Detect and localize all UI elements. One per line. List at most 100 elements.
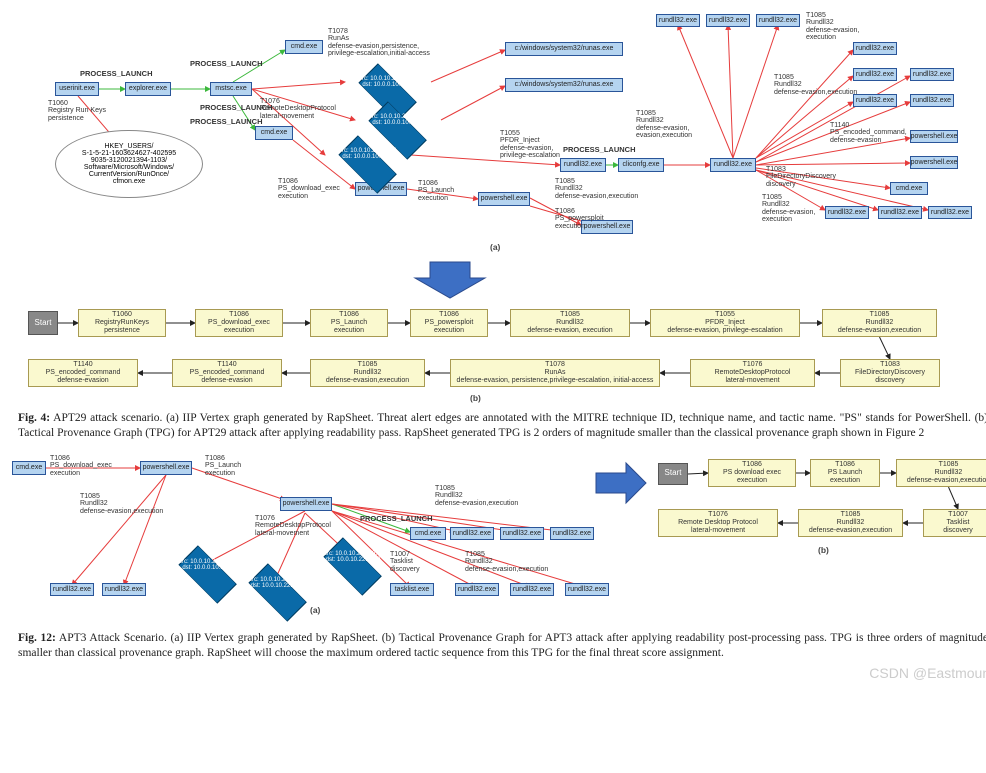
node-runas2: c:/windows/system32/runas.exe: [505, 78, 623, 92]
node-r32t2: rundll32.exe: [706, 14, 750, 27]
edge-label: T1140PS_encoded_command,defense-evasion: [830, 122, 907, 144]
node-ps1: powershell.exe: [140, 461, 192, 475]
edge-label: PROCESS_LAUNCH: [563, 146, 636, 154]
big-arrow-right: [590, 455, 648, 625]
edge-label: T1086PS_Launchexecution: [418, 180, 454, 202]
node-r32a: rundll32.exe: [560, 158, 606, 172]
node-ps2: powershell.exe: [280, 497, 332, 511]
tpg-node: T1078RunAsdefense-evasion, persistence,p…: [450, 359, 660, 387]
node-r8: rundll32.exe: [102, 583, 146, 596]
node-cmd: cmd.exe: [12, 461, 46, 475]
node-ps2: powershell.exe: [478, 192, 530, 206]
node-r2: rundll32.exe: [500, 527, 544, 540]
diamond-d2: src: 10.0.10.21:61026dst: 10.0.10.22:338…: [235, 569, 321, 603]
tpg-node: T1086PS download execexecution: [708, 459, 796, 487]
edge-label: T1078RunAsdefense-evasion,persistence,pr…: [328, 28, 430, 57]
fig4-caption-bold: Fig. 4:: [18, 412, 50, 424]
tpg-node: T1085Rundll32defense-evasion,execution: [822, 309, 937, 337]
edge-label: T1085Rundll32defense-evasion,execution: [762, 194, 815, 223]
node-r32b: rundll32.exe: [710, 158, 756, 172]
node-cmd2: cmd.exe: [255, 126, 293, 140]
edge-label: PROCESS_LAUNCH: [190, 60, 263, 68]
node-r32t1: rundll32.exe: [656, 14, 700, 27]
edge-label: T1086PS_download_execexecution: [50, 455, 112, 477]
node-r32t3: rundll32.exe: [756, 14, 800, 27]
edge-label: T1076RemoteDesktopProtocollateral-moveme…: [255, 515, 331, 537]
big-arrow-down: [10, 260, 976, 300]
node-r32t6: rundll32.exe: [853, 94, 897, 107]
tpg-node: T1076Remote Desktop Protocollateral-move…: [658, 509, 778, 537]
node-r32t11: rundll32.exe: [928, 206, 972, 219]
node-ps5: powershell.exe: [910, 156, 958, 169]
node-r32t10: rundll32.exe: [878, 206, 922, 219]
diamond-d2: src: 10.0.10.21:57296dst: 10.0.0.10:3389: [355, 106, 441, 140]
node-r32t5: rundll32.exe: [853, 68, 897, 81]
fig4b-tpg: Start T1060RegistryRunKeyspersistence T108…: [10, 305, 976, 405]
diamond-d3: src: 10.0.10.21:57291dst: 10.0.0.10:3389: [325, 140, 411, 174]
fig12-caption-text: APT3 Attack Scenario. (a) IIP Vertex gra…: [18, 632, 986, 659]
node-r32t8: rundll32.exe: [910, 94, 954, 107]
node-r5: rundll32.exe: [510, 583, 554, 596]
tpg-node: T1086PS_Launchexecution: [310, 309, 388, 337]
edge-label: T1085Rundll32defense-evasion,execution: [806, 12, 859, 41]
node-ps4: powershell.exe: [910, 130, 958, 143]
edge-label: T1085Rundll32defense-evasion,evasion,exe…: [636, 110, 692, 139]
edge-label: T1086PS_Launchexecution: [205, 455, 241, 477]
sublabel-a: (a): [310, 605, 320, 615]
tpg-node: T1083FileDirectoryDiscoverydiscovery: [840, 359, 940, 387]
fig12a-graph: cmd.exepowershell.exepowershell.execmd.e…: [10, 455, 590, 625]
node-start: Start: [28, 311, 58, 335]
tpg-node: T1085Rundll32defense-evasion, execution: [510, 309, 630, 337]
node-r32t9: rundll32.exe: [825, 206, 869, 219]
watermark: CSDN @Eastmount: [869, 665, 986, 681]
edge-label: T1085Rundll32defense-evasion,execution: [435, 485, 518, 507]
edge-label: T1085Rundll32defense-evasion,execution: [465, 551, 548, 573]
node-runas1: c:/windows/system32/runas.exe: [505, 42, 623, 56]
fig4a-graph: userinit.exe explorer.exe mstsc.exe cmd.exe…: [10, 10, 976, 260]
fig12b-tpg: StartT1086PS download execexecutionT1086…: [648, 455, 986, 565]
tpg-node: T1060RegistryRunKeyspersistence: [78, 309, 166, 337]
edge-label: T1060Registry Run Keyspersistence: [48, 100, 106, 122]
edge-label: PROCESS_LAUNCH: [360, 515, 433, 523]
sublabel-a: (a): [490, 242, 500, 252]
node-mstsc: mstsc.exe: [210, 82, 252, 96]
node-r4: rundll32.exe: [455, 583, 499, 596]
edge-label: T1085Rundll32defense-evasion,execution: [774, 74, 857, 96]
edge-label: T1055PFDR_Injectdefense-evasion,privileg…: [500, 130, 560, 159]
tpg-node: T1086PS_powersploitexecution: [410, 309, 488, 337]
node-r7: rundll32.exe: [50, 583, 94, 596]
edge-label: T1086PS_powersploitexecution: [555, 208, 604, 230]
fig12-caption: Fig. 12: APT3 Attack Scenario. (a) IIP V…: [18, 631, 986, 661]
node-tl: tasklist.exe: [390, 583, 434, 596]
registry-key-ellipse: HKEY_USERS/S-1-5-21-1603624627-402595903…: [55, 130, 203, 198]
diamond-d3: src: 10.0.10.21:52977dst: 10.0.10.22:338…: [310, 543, 396, 577]
tpg-node: T1086PS Launchexecution: [810, 459, 880, 487]
diamond-d1: src: 10.0.10.21:63656dst: 10.0.0.10:3389: [345, 68, 431, 102]
node-explorer: explorer.exe: [125, 82, 171, 96]
edge-label: T1085Rundll32defense-evasion,execution: [80, 493, 163, 515]
node-r32t4: rundll32.exe: [853, 42, 897, 55]
node-cmd1: cmd.exe: [285, 40, 323, 54]
tpg-node: T1055PFDR_Injectdefense-evasion, privile…: [650, 309, 800, 337]
node-r32t7: rundll32.exe: [910, 68, 954, 81]
node-r1: rundll32.exe: [450, 527, 494, 540]
tpg-node: T1076RemoteDesktopProtocollateral-moveme…: [690, 359, 815, 387]
edge-label: PROCESS_LAUNCH: [190, 118, 263, 126]
node-r6: rundll32.exe: [565, 583, 609, 596]
edge-label: T1085Rundll32defense-evasion,execution: [555, 178, 638, 200]
sublabel-b: (b): [818, 545, 829, 555]
tpg-node: T1085Rundll32defense-evasion,execution: [798, 509, 903, 537]
fig4-caption: Fig. 4: APT29 attack scenario. (a) IIP V…: [18, 411, 986, 441]
edge-label: PROCESS_LAUNCH: [80, 70, 153, 78]
fig12-caption-bold: Fig. 12:: [18, 632, 56, 644]
edge-label: T1076RemoteDesktopProtocollateral-moveme…: [260, 98, 336, 120]
sublabel-b: (b): [470, 393, 481, 403]
tpg-node: T1085Rundll32defense-evasion,execution: [896, 459, 986, 487]
node-cmd3: cmd.exe: [890, 182, 928, 195]
node-r3: rundll32.exe: [550, 527, 594, 540]
tpg-node: T1086PS_download_execexecution: [195, 309, 283, 337]
edge-label: T1086PS_download_execexecution: [278, 178, 340, 200]
node-userinit: userinit.exe: [55, 82, 99, 96]
node-clicon: cliconfg.exe: [618, 158, 664, 172]
fig4-caption-text: APT29 attack scenario. (a) IIP Vertex gr…: [18, 412, 986, 439]
